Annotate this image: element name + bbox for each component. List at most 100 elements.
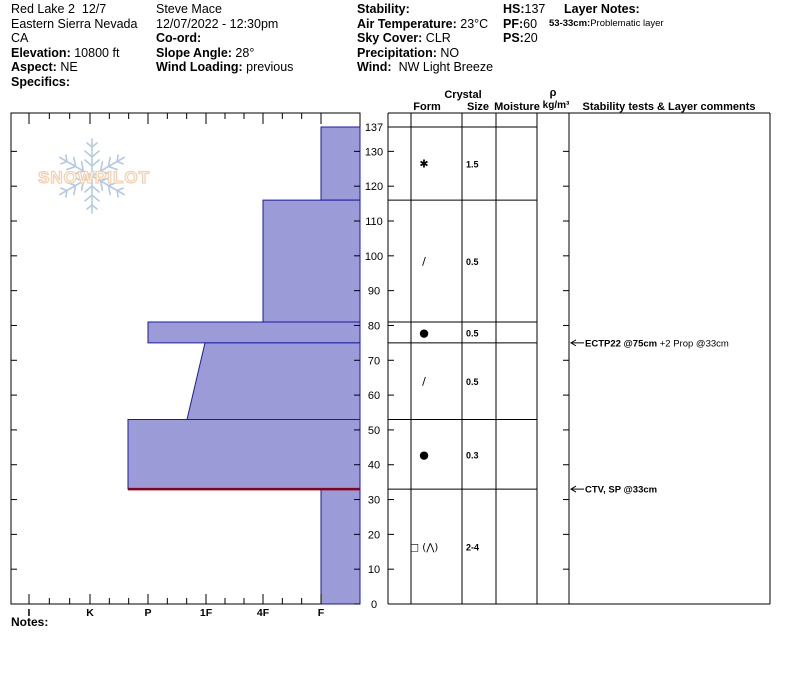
hardness-layer-2 <box>147 321 361 344</box>
stability-label: Stability: <box>357 2 410 16</box>
region: Eastern Sierra Nevada <box>11 16 138 31</box>
height-label-137: 137 <box>365 122 383 134</box>
header-col-3: Stability: Air Temperature: 23°C Sky Cov… <box>357 2 493 75</box>
height-label-40: 40 <box>368 460 380 472</box>
layer-form-3: / <box>422 375 426 388</box>
layer-table <box>387 112 771 605</box>
specifics-label: Specifics: <box>11 74 71 89</box>
aspect-label: Aspect: <box>11 60 57 75</box>
height-label-0: 0 <box>371 599 377 611</box>
pf-value: 60 <box>523 16 538 31</box>
hardness-layer-1 <box>262 199 361 323</box>
wind-value: NW Light Breeze <box>398 60 494 75</box>
watermark-text: SNOWPILOT <box>38 168 150 187</box>
layer-size-0: 1.5 <box>466 160 479 170</box>
height-label-80: 80 <box>368 320 380 332</box>
observer: Steve Mace <box>156 2 223 16</box>
air-temp-label: Air Temperature: <box>357 16 457 31</box>
height-label-130: 130 <box>365 146 383 158</box>
column-headings: Crystal Form Size Moisture ρ kg/m³ Stabi… <box>413 87 755 113</box>
header-col-4: HS:137 PF:60 PS:20 <box>503 2 545 46</box>
layer-notes: Layer Notes: 53-33cm:Problematic layer <box>549 2 664 31</box>
layer-form-0: ✱ <box>419 158 428 171</box>
col-moisture: Moisture <box>494 101 540 113</box>
snowflake-icon <box>55 138 129 214</box>
layer-size-1: 0.5 <box>466 257 479 267</box>
notes-label: Notes: <box>11 615 49 629</box>
wind-loading-value: previous <box>246 60 294 75</box>
height-label-100: 100 <box>365 251 383 263</box>
layer-size-2: 0.5 <box>466 328 479 338</box>
hardness-layer-3 <box>186 342 361 420</box>
slope-label: Slope Angle: <box>156 45 232 60</box>
col-rho: ρ <box>550 87 557 99</box>
layer-notes-title: Layer Notes: <box>564 2 640 16</box>
hardness-label-F: F <box>318 607 325 619</box>
elevation-value: 10800 ft <box>74 45 120 60</box>
stability-tests: ECTP22 @75cm +2 Prop @33cm CTV, SP @33cm <box>570 338 729 496</box>
ps-value: 20 <box>523 31 538 46</box>
layer-form-1: / <box>422 255 426 268</box>
hardness-label-4F: 4F <box>257 607 270 619</box>
height-label-120: 120 <box>365 181 383 193</box>
layer-size-5: 2-4 <box>466 543 479 553</box>
layer-rows: ✱ 1.5 / 0.5 ● 0.5 / 0.5 ● 0.3 □ (⋀) 2-4 <box>388 126 537 554</box>
stability-test-1: CTV, SP @33cm <box>585 485 657 496</box>
table-tick-marks <box>388 150 569 605</box>
hardness-profile <box>127 126 361 605</box>
state: CA <box>11 31 29 46</box>
height-axis: 0 10 20 30 40 50 60 70 80 90 100 110 120 130 137 <box>365 122 383 611</box>
stability-test-rest: +2 Prop @33cm <box>657 338 729 349</box>
layer-note-range: 53-33cm: <box>549 17 591 29</box>
hardness-layer-0 <box>320 126 361 201</box>
hs-label: HS: <box>503 2 525 16</box>
header-col-1: Red Lake 2 12/7 Eastern Sierra Nevada CA… <box>11 2 137 90</box>
layer-form-4: ● <box>419 448 429 461</box>
aspect-value: NE <box>60 60 78 75</box>
stability-test-bold: ECTP22 @75cm <box>585 338 657 349</box>
layer-note-text: Problematic layer <box>590 17 664 29</box>
hardness-axis: I K P 1F 4F F <box>11 113 360 619</box>
hardness-label-P: P <box>144 607 151 619</box>
stability-test-0: ECTP22 @75cm +2 Prop @33cm <box>585 338 729 349</box>
observation-datetime: 12/07/2022 - 12:30pm <box>156 16 279 31</box>
height-label-10: 10 <box>368 564 380 576</box>
snowpilot-watermark: SNOWPILOT <box>37 138 150 214</box>
site-date: 12/7 <box>81 2 107 16</box>
hardness-layer-5 <box>320 488 361 605</box>
layer-form-5: □ (⋀) <box>410 543 439 554</box>
height-label-70: 70 <box>368 355 380 367</box>
layer-form-2: ● <box>419 326 429 339</box>
pf-label: PF: <box>503 16 524 31</box>
layer-size-3: 0.5 <box>466 377 479 387</box>
height-label-30: 30 <box>368 495 380 507</box>
slope-value: 28° <box>235 45 255 60</box>
wind-loading-label: Wind Loading: <box>156 60 243 75</box>
elevation-label: Elevation: <box>11 45 71 60</box>
hardness-label-1F: 1F <box>200 607 213 619</box>
hardness-label-K: K <box>86 607 94 619</box>
sky-value: CLR <box>425 31 451 46</box>
site-name: Red Lake 2 <box>11 2 75 16</box>
arrow-head-icon <box>570 485 577 493</box>
stability-test-bold: CTV, SP @33cm <box>585 485 657 496</box>
height-label-110: 110 <box>365 216 383 228</box>
height-label-50: 50 <box>368 425 380 437</box>
height-label-20: 20 <box>368 529 380 541</box>
col-size: Size <box>467 101 489 113</box>
precip-value: NO <box>440 45 460 60</box>
header-col-2: Steve Mace 12/07/2022 - 12:30pm Co-ord: … <box>156 2 293 75</box>
wind-label: Wind: <box>357 60 392 75</box>
col-form: Form <box>413 101 441 113</box>
col-stability: Stability tests & Layer comments <box>582 101 755 113</box>
layer-size-4: 0.3 <box>466 450 479 460</box>
coord-label: Co-ord: <box>156 31 202 46</box>
arrow-head-icon <box>570 339 577 347</box>
precip-label: Precipitation: <box>357 45 437 60</box>
height-label-60: 60 <box>368 390 380 402</box>
col-density: kg/m³ <box>543 100 570 111</box>
hardness-layer-4 <box>127 418 361 490</box>
ps-label: PS: <box>503 31 524 46</box>
sky-label: Sky Cover: <box>357 31 423 46</box>
